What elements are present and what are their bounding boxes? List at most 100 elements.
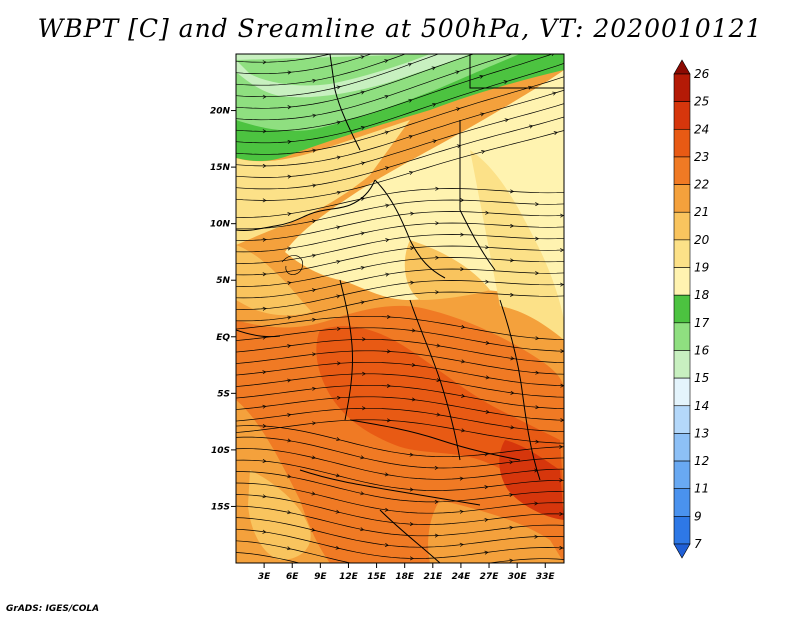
streamline — [236, 494, 564, 525]
streamline — [236, 315, 564, 341]
streamline-arrow — [336, 294, 341, 299]
streamline-arrow — [456, 107, 461, 112]
streamline-arrow — [409, 487, 414, 492]
streamline-arrow — [361, 161, 366, 166]
streamline — [236, 471, 564, 503]
streamline-arrow — [287, 139, 292, 144]
streamline-arrow — [336, 85, 341, 90]
grads-credit: GrADS: IGES/COLA — [6, 604, 100, 614]
streamline-arrow — [559, 478, 564, 483]
streamline-arrow — [360, 90, 365, 95]
streamline-arrow — [559, 545, 564, 550]
streamline-arrow — [461, 393, 466, 398]
streamline-arrow — [335, 545, 340, 550]
streamline-arrow — [535, 236, 540, 241]
streamline — [236, 76, 564, 155]
streamline-arrow — [362, 337, 367, 342]
streamline — [236, 407, 564, 433]
streamline-arrow — [385, 272, 390, 277]
lon-tick-label: 24E — [452, 572, 472, 582]
streamline-arrow — [360, 55, 365, 60]
streamline-arrow — [527, 85, 533, 90]
streamline-arrow — [527, 48, 530, 51]
streamline — [236, 116, 564, 190]
streamline — [236, 268, 564, 299]
streamline-arrow — [311, 455, 316, 460]
streamline — [236, 54, 440, 98]
lon-tick-label: 30E — [508, 572, 528, 582]
lat-tick-label: 15N — [210, 163, 231, 173]
streamline-arrow — [386, 418, 391, 423]
lon-tick-label: 33E — [536, 572, 556, 582]
streamline-arrow — [287, 438, 292, 443]
streamline-arrow — [409, 522, 414, 527]
streamline — [236, 436, 564, 469]
streamline-arrow — [410, 591, 413, 594]
streamline-arrow — [311, 564, 314, 567]
streamline-arrow — [481, 150, 486, 154]
streamline-arrow — [478, 1, 482, 4]
streamline-arrow — [408, 98, 413, 103]
streamline-arrow — [502, 5, 506, 8]
streamline-arrow — [312, 386, 317, 391]
colorbar-segment — [673, 128, 691, 158]
streamline-arrow — [287, 510, 292, 515]
streamline-arrow — [485, 375, 490, 380]
colorbar-segment — [673, 350, 691, 379]
streamline-arrow — [552, 91, 557, 96]
streamline-arrow — [311, 219, 317, 224]
streamline-arrow — [479, 75, 484, 79]
streamline-arrow — [311, 253, 317, 258]
colorbar-segment — [673, 294, 691, 324]
streamline-arrow — [484, 452, 489, 457]
colorbar-label: 26 — [694, 67, 710, 81]
lon-tick-label: 18E — [395, 572, 415, 582]
streamline-arrow — [409, 556, 414, 561]
streamline-arrow — [360, 300, 365, 305]
streamline-arrow — [312, 352, 317, 357]
streamline-arrow — [385, 203, 390, 208]
streamline-arrow — [287, 105, 292, 110]
streamline-arrow — [336, 190, 342, 195]
colorbar-segment — [673, 405, 691, 434]
colorbar-segment — [673, 267, 691, 296]
streamline-arrow — [509, 460, 514, 465]
streamline-arrow — [262, 163, 267, 168]
streamline-arrow — [559, 511, 564, 516]
streamline — [236, 54, 554, 132]
colorbar-max-arrow — [673, 59, 691, 75]
colorbar-label: 11 — [694, 482, 709, 496]
lat-tick-label: 10S — [211, 446, 230, 456]
streamline-arrow — [386, 349, 391, 354]
streamline-arrow — [262, 404, 267, 409]
colorbar-segment — [673, 377, 691, 407]
lon-tick-label: 15E — [367, 572, 387, 582]
colorbar-label: 19 — [694, 261, 709, 275]
streamline-arrow — [311, 527, 316, 532]
colorbar-segment — [673, 101, 691, 130]
plot-frame — [235, 53, 565, 564]
streamline-arrow — [262, 237, 267, 242]
streamline-arrow — [435, 186, 440, 191]
streamlines — [236, 1, 564, 594]
streamline-arrow — [484, 517, 489, 522]
streamline-arrow — [336, 361, 342, 366]
streamline — [236, 540, 564, 563]
colorbar-label: 16 — [694, 343, 710, 357]
colorbar-segment — [673, 433, 691, 462]
colorbar-min-arrow — [673, 543, 691, 559]
band-20-21-sw — [248, 470, 311, 560]
streamline-arrow — [411, 328, 416, 333]
streamline — [236, 396, 564, 421]
streamline-arrow — [485, 245, 490, 250]
streamline-arrow — [287, 344, 292, 348]
streamline-arrow — [360, 455, 365, 460]
streamline-arrow — [384, 94, 389, 99]
streamline-arrow — [510, 223, 515, 228]
streamline-arrow — [435, 255, 440, 260]
streamline-arrow — [431, 66, 436, 71]
streamline-arrow — [262, 529, 267, 534]
streamline-arrow — [287, 212, 292, 216]
streamline-arrow — [311, 491, 316, 496]
colorbar-label: 24 — [694, 122, 709, 136]
